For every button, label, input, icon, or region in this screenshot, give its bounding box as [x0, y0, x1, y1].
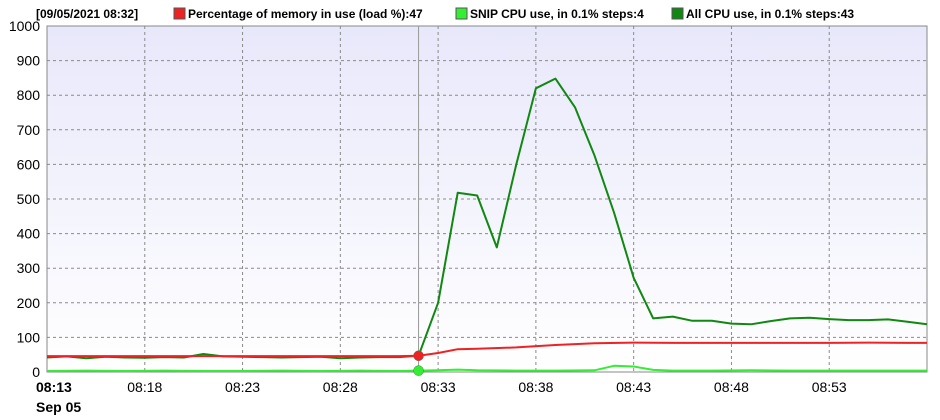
memory-load-line [47, 341, 927, 358]
legend-label-memory: Percentage of memory in use (load %):47 [188, 7, 423, 21]
snip-cpu-line [46, 364, 927, 372]
y-tick-label: 1000 [9, 18, 40, 34]
x-tick-label: 08:23 [225, 379, 260, 395]
y-tick-label: 500 [17, 191, 41, 207]
series-lines [46, 77, 928, 372]
gridlines [47, 26, 927, 372]
y-tick-label: 200 [17, 295, 41, 311]
y-tick-label: 600 [17, 156, 41, 172]
x-tick-label: 08:33 [421, 379, 456, 395]
y-tick-label: 100 [17, 329, 41, 345]
y-tick-label: 400 [17, 226, 41, 242]
x-tick-label: 08:38 [518, 379, 553, 395]
legend-label-snip-cpu: SNIP CPU use, in 0.1% steps:4 [470, 7, 644, 21]
y-tick-label: 0 [32, 364, 40, 380]
series-markers [413, 350, 424, 376]
x-axis-ticks: 08:18 08:23 08:28 08:33 08:38 08:43 08:48 08:53 [127, 379, 847, 395]
y-axis-ticks: 0 100 200 300 400 500 600 700 800 900 1000 [9, 18, 40, 380]
x-tick-label: 08:28 [323, 379, 358, 395]
x-tick-label: 08:53 [812, 379, 847, 395]
legend-timestamp: [09/05/2021 08:32] [36, 7, 138, 21]
legend-swatch-snip-cpu [455, 7, 468, 20]
legend-swatch-all-cpu [671, 7, 684, 20]
legend-swatch-memory [173, 7, 186, 20]
memory-load-marker [413, 350, 424, 361]
x-date-label: Sep 05 [36, 399, 81, 415]
x-tick-label: 08:43 [616, 379, 651, 395]
x-tick-label: 08:18 [127, 379, 162, 395]
legend: [09/05/2021 08:32] Percentage of memory … [36, 7, 854, 21]
snip-cpu-marker [413, 365, 424, 376]
legend-label-all-cpu: All CPU use, in 0.1% steps:43 [686, 7, 854, 21]
y-tick-label: 300 [17, 260, 41, 276]
y-tick-label: 800 [17, 87, 41, 103]
y-tick-label: 700 [17, 122, 41, 138]
x-tick-label: 08:48 [714, 379, 749, 395]
y-tick-label: 900 [17, 53, 41, 69]
x-start-time-label: 08:13 [36, 379, 72, 395]
